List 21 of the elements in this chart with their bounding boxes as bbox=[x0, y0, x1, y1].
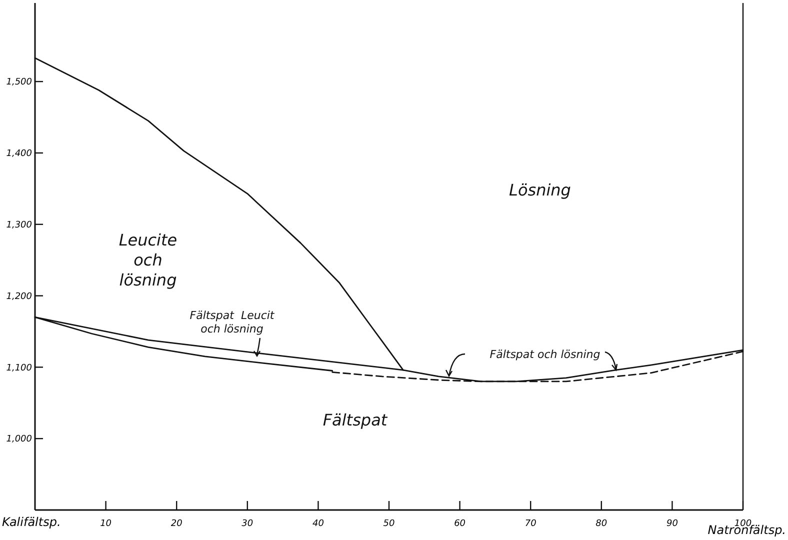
y-tick-label: 1,400 bbox=[6, 149, 32, 160]
y-tick-label: 1,300 bbox=[6, 220, 32, 231]
y-tick-label: 1,000 bbox=[6, 434, 32, 445]
annotation: Fältspat bbox=[322, 410, 388, 430]
y-tick-label: 1,500 bbox=[6, 78, 32, 88]
y-tick-label: 1,200 bbox=[6, 292, 32, 302]
x-tick-label: 70 bbox=[524, 519, 537, 529]
annotation: Fältspat Leucit och lösning bbox=[190, 308, 275, 336]
x-tick-label: 30 bbox=[242, 519, 254, 529]
x-tick-label: 10 bbox=[100, 519, 112, 529]
x-tick-label: 50 bbox=[383, 519, 395, 529]
x-tick-label: 80 bbox=[596, 519, 608, 529]
x-tick-label: 20 bbox=[170, 519, 183, 529]
x-tick-label: 40 bbox=[312, 519, 324, 529]
annotation: Lösning bbox=[509, 180, 571, 200]
x-tick-label: 90 bbox=[666, 519, 678, 529]
x-tick-label: Kalifältsp. bbox=[2, 515, 61, 529]
annotation: Fältspat och lösning bbox=[490, 348, 600, 361]
annotation: Leucite och lösning bbox=[118, 230, 178, 290]
x-tick-label: 60 bbox=[454, 519, 466, 529]
y-tick-label: 1,100 bbox=[6, 363, 32, 374]
